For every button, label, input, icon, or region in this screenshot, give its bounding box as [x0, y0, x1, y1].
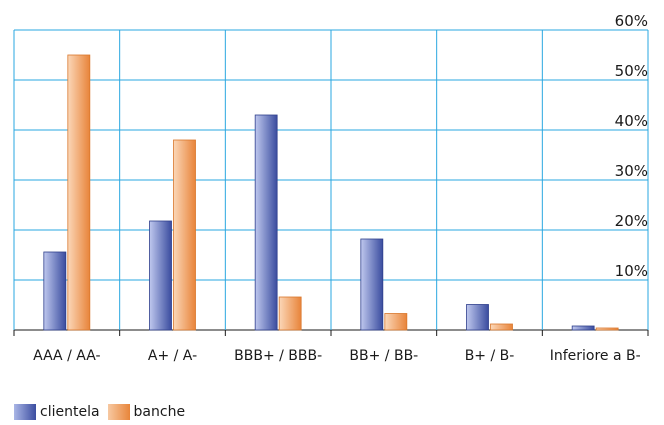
y-tick-label: 50% [615, 62, 648, 80]
legend-swatch-banche [107, 404, 130, 420]
bar-banche-5 [595, 327, 619, 331]
x-tick-label: A+ / A- [148, 348, 197, 364]
legend-item-clientela: clientela [14, 404, 100, 420]
x-tick-label: BB+ / BB- [349, 348, 418, 364]
x-tick-label: B+ / B- [465, 348, 515, 364]
bar-clientela-0 [43, 251, 67, 331]
legend-label-banche: banche [133, 404, 186, 420]
y-tick-label: 40% [615, 112, 648, 130]
y-tick-label: 60% [615, 12, 648, 30]
x-tick-label: Inferiore a B- [550, 348, 641, 364]
bar-banche-3 [384, 313, 408, 331]
y-tick-label: 30% [615, 162, 648, 180]
x-tick-label: BBB+ / BBB- [234, 348, 322, 364]
legend-swatch-clientela [14, 404, 36, 420]
grid-lines [13, 29, 649, 336]
legend-label-clientela: clientela [40, 404, 100, 420]
bar-banche-0 [67, 54, 91, 331]
bar-clientela-4 [466, 304, 489, 331]
y-tick-label: 20% [615, 212, 648, 230]
x-axis-ticks: AAA / AA- A+ / A- BBB+ / BBB- BB+ / BB- B+ /… [33, 348, 641, 364]
legend: clientela banche [14, 404, 193, 420]
bar-banche-1 [173, 139, 196, 331]
y-tick-label: 10% [615, 262, 648, 280]
bar-clientela-2 [254, 114, 278, 331]
bars [43, 54, 619, 331]
x-tick-label: AAA / AA- [33, 348, 100, 364]
bar-clientela-1 [149, 220, 172, 331]
legend-item-banche: banche [107, 404, 186, 420]
bar-clientela-3 [360, 238, 384, 331]
bar-clientela-5 [571, 325, 595, 331]
y-axis-ticks: 10% 20% 30% 40% 50% 60% [615, 12, 648, 280]
bar-banche-2 [278, 296, 302, 331]
bar-banche-4 [490, 323, 513, 331]
